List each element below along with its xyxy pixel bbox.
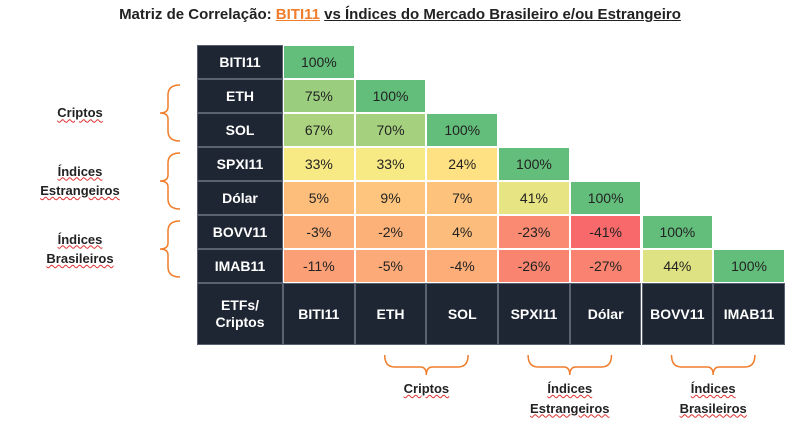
title-prefix: Matriz de Correlação: xyxy=(119,6,272,23)
group-text: Índices Estrangeiros xyxy=(40,163,120,199)
column-label: IMAB11 xyxy=(713,283,785,345)
row-label: ETH xyxy=(197,79,283,113)
group-text: Índices Brasileiros xyxy=(679,381,747,416)
chart-title: Matriz de Correlação: BITI11 vs Índices … xyxy=(0,6,800,23)
heatmap-cell: 100% xyxy=(354,79,427,113)
heatmap-cell: -41% xyxy=(569,215,642,249)
group-text: Criptos xyxy=(403,381,450,396)
heatmap-cell: -27% xyxy=(569,249,642,283)
brace xyxy=(159,84,181,142)
heatmap-cell: 9% xyxy=(354,181,427,215)
group-text: Índices Brasileiros xyxy=(46,231,114,267)
group-text: Criptos xyxy=(57,105,103,121)
heatmap-cell: 75% xyxy=(283,79,355,113)
brace xyxy=(159,152,181,210)
group-text: Índices Estrangeiros xyxy=(530,381,610,416)
heatmap-cell: -4% xyxy=(426,249,499,283)
heatmap-cell: 44% xyxy=(641,249,714,283)
group-label: Índices Brasileiros xyxy=(35,227,125,271)
row-label: BITI11 xyxy=(197,45,283,79)
title-highlight: BITI11 xyxy=(275,6,320,23)
row-label: Dólar xyxy=(197,181,283,215)
group-label: Criptos xyxy=(10,91,150,135)
column-label: ETH xyxy=(354,283,427,345)
heatmap-cell: -26% xyxy=(498,249,570,283)
column-label: SOL xyxy=(426,283,499,345)
heatmap-cell: 100% xyxy=(426,113,499,147)
group-label: Criptos xyxy=(366,379,486,423)
heatmap-cell: -3% xyxy=(283,215,355,249)
heatmap-cell: 100% xyxy=(498,147,570,181)
row-label: IMAB11 xyxy=(197,249,283,283)
group-label: Índices Brasileiros xyxy=(668,379,758,423)
heatmap-cell: 100% xyxy=(713,249,785,283)
heatmap-cell: 5% xyxy=(283,181,355,215)
heatmap-cell: -11% xyxy=(283,249,355,283)
brace xyxy=(383,354,469,376)
heatmap-cell: 41% xyxy=(498,181,570,215)
heatmap-cell: 100% xyxy=(641,215,714,249)
heatmap-cell: 70% xyxy=(354,113,427,147)
heatmap-cell: 67% xyxy=(283,113,355,147)
brace xyxy=(159,220,181,278)
brace xyxy=(527,354,613,376)
heatmap-cell: 100% xyxy=(569,181,642,215)
group-label: Índices Estrangeiros xyxy=(525,379,615,423)
heatmap-cell: 7% xyxy=(426,181,499,215)
column-label: Dólar xyxy=(569,283,642,345)
heatmap-cell: -5% xyxy=(354,249,427,283)
heatmap-cell: 33% xyxy=(354,147,427,181)
group-label: Índices Estrangeiros xyxy=(35,159,125,203)
heatmap-cell: 24% xyxy=(426,147,499,181)
corner-label: ETFs/ Criptos xyxy=(197,283,283,345)
heatmap-cell: -2% xyxy=(354,215,427,249)
row-label: BOVV11 xyxy=(197,215,283,249)
heatmap-cell: 33% xyxy=(283,147,355,181)
brace xyxy=(670,354,756,376)
column-label: SPXI11 xyxy=(498,283,570,345)
heatmap-cell: 4% xyxy=(426,215,499,249)
column-label: BITI11 xyxy=(283,283,355,345)
row-label: SPXI11 xyxy=(197,147,283,181)
title-suffix: vs Índices do Mercado Brasileiro e/ou Es… xyxy=(324,6,681,23)
heatmap-cell: 100% xyxy=(283,45,355,79)
heatmap-cell: -23% xyxy=(498,215,570,249)
row-label: SOL xyxy=(197,113,283,147)
column-label: BOVV11 xyxy=(641,283,714,345)
